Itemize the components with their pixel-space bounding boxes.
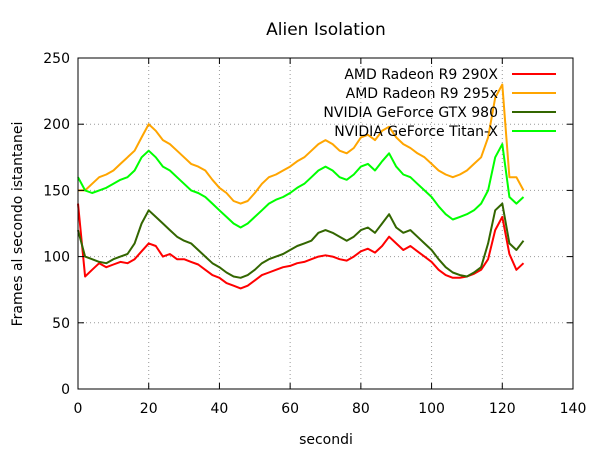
legend: AMD Radeon R9 290X AMD Radeon R9 295x NVID… [323,67,556,140]
x-tick-label: 40 [211,401,229,417]
y-tick-label: 150 [43,183,70,199]
y-tick-label: 100 [43,250,70,266]
series-lines [77,83,525,290]
x-tick-label: 100 [418,401,445,417]
x-tick-label: 20 [140,401,158,417]
series-line-3 [77,143,525,229]
x-tick-label: 60 [281,401,299,417]
y-tick-label: 0 [61,382,70,398]
series-line-1 [78,83,525,205]
x-tick-label: 120 [489,401,516,417]
y-tick-label: 50 [52,316,70,332]
x-axis-label: secondi [299,432,353,448]
legend-label: AMD Radeon R9 295x [346,86,498,102]
plot-frame [77,57,574,390]
chart-title: Alien Isolation [266,20,386,40]
series-line-2 [77,202,525,279]
y-ticks: 0 50 100 150 200 250 [43,51,573,398]
y-axis-label: Frames al secondo istantanei [10,122,26,327]
legend-label: AMD Radeon R9 290X [344,67,498,83]
legend-label: NVIDIA GeForce GTX 980 [323,105,498,121]
legend-label: NVIDIA GeForce Titan-X [334,124,498,140]
y-tick-label: 250 [43,51,70,67]
y-tick-label: 200 [43,117,70,133]
x-tick-label: 80 [352,401,370,417]
x-ticks: 0 20 40 60 80 100 120 140 [74,58,587,417]
x-tick-label: 140 [560,401,587,417]
series-line-0 [77,203,525,290]
x-tick-label: 0 [74,401,83,417]
